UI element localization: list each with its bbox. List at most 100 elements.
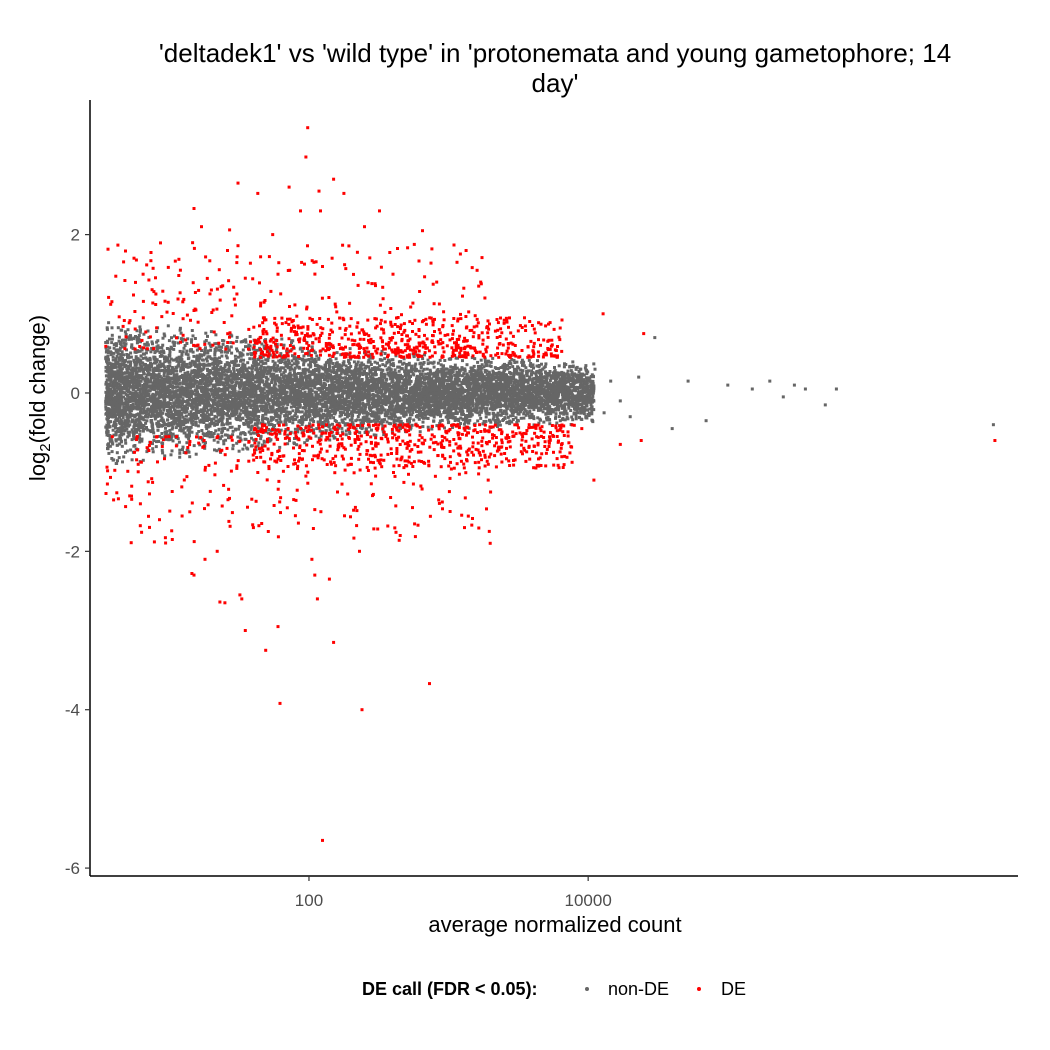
non-de-point	[363, 366, 367, 370]
non-de-point	[273, 390, 277, 394]
non-de-point	[332, 377, 336, 381]
non-de-point	[465, 372, 469, 376]
non-de-point	[198, 403, 202, 407]
non-de-point	[378, 364, 382, 368]
non-de-point	[132, 437, 136, 440]
non-de-point	[544, 362, 548, 366]
non-de-point	[357, 376, 361, 379]
non-de-point	[171, 439, 175, 443]
non-de-point	[377, 417, 381, 421]
non-de-point	[119, 440, 123, 444]
non-de-point	[354, 365, 358, 369]
non-de-point	[407, 363, 411, 367]
non-de-point	[417, 396, 421, 400]
non-de-point	[180, 387, 184, 391]
non-de-point	[503, 409, 507, 413]
non-de-point	[289, 373, 293, 377]
non-de-point	[195, 406, 199, 410]
non-de-point	[507, 402, 511, 406]
non-de-point	[127, 367, 131, 371]
non-de-point	[126, 404, 130, 408]
non-de-point	[492, 377, 496, 381]
non-de-point	[143, 363, 147, 367]
non-de-point	[271, 399, 275, 402]
non-de-point	[229, 345, 233, 349]
non-de-point	[295, 415, 299, 419]
non-de-point	[294, 395, 298, 399]
non-de-point	[368, 360, 372, 364]
non-de-point	[383, 408, 387, 412]
non-de-point	[417, 369, 421, 373]
non-de-point	[446, 394, 449, 398]
non-de-point	[383, 352, 387, 355]
non-de-point	[134, 402, 138, 406]
non-de-point	[296, 430, 300, 434]
non-de-point	[542, 407, 546, 410]
non-de-point	[426, 358, 430, 362]
non-de-point	[171, 432, 175, 436]
non-de-point	[153, 397, 157, 401]
non-de-point	[528, 375, 532, 379]
non-de-point	[222, 387, 226, 391]
non-de-point	[160, 448, 164, 452]
non-de-point	[183, 371, 187, 375]
non-de-point	[496, 395, 500, 399]
non-de-point	[169, 369, 173, 373]
non-de-point	[202, 406, 206, 410]
non-de-point	[378, 358, 382, 362]
non-de-point	[411, 367, 415, 371]
non-de-point	[249, 399, 252, 403]
non-de-point	[438, 358, 442, 362]
non-de-point	[303, 390, 307, 394]
non-de-point	[508, 360, 512, 363]
non-de-point	[490, 398, 494, 402]
non-de-point	[159, 395, 163, 399]
non-de-point	[503, 380, 507, 384]
non-de-point	[536, 385, 540, 389]
non-de-point	[505, 407, 509, 410]
non-de-point	[362, 421, 365, 425]
non-de-point	[479, 390, 483, 394]
non-de-point	[368, 397, 372, 401]
non-de-point	[285, 406, 289, 410]
non-de-point	[581, 385, 585, 388]
non-de-point	[484, 362, 488, 366]
non-de-point	[370, 428, 373, 432]
non-de-point	[560, 370, 564, 374]
non-de-point	[317, 364, 321, 368]
non-de-point	[461, 359, 464, 363]
non-de-point	[264, 402, 268, 406]
non-de-point	[333, 387, 337, 391]
non-de-point	[454, 373, 458, 377]
non-de-point	[160, 354, 164, 358]
non-de-point	[359, 422, 363, 426]
non-de-point	[259, 376, 263, 380]
non-de-point	[337, 422, 341, 426]
non-de-point	[323, 386, 327, 390]
non-de-point	[341, 395, 344, 399]
non-de-point	[182, 426, 186, 430]
non-de-point	[178, 386, 182, 390]
non-de-point	[122, 395, 126, 399]
non-de-point	[304, 378, 308, 382]
non-de-point	[114, 438, 118, 442]
non-de-point	[460, 374, 464, 378]
non-de-point	[374, 433, 378, 437]
non-de-point	[373, 371, 377, 375]
non-de-point	[395, 400, 399, 404]
non-de-point	[540, 362, 543, 366]
non-de-point	[372, 377, 376, 381]
non-de-point	[376, 361, 379, 365]
non-de-point	[381, 420, 385, 424]
non-de-point	[258, 404, 262, 408]
non-de-point	[250, 372, 254, 376]
non-de-point	[181, 448, 184, 451]
non-de-point	[105, 326, 109, 330]
non-de-point	[138, 325, 142, 329]
non-de-point	[105, 402, 109, 405]
non-de-point	[253, 383, 257, 387]
non-de-point	[105, 327, 109, 331]
non-de-point	[147, 371, 151, 375]
non-de-point	[243, 433, 247, 436]
non-de-point	[459, 404, 463, 408]
